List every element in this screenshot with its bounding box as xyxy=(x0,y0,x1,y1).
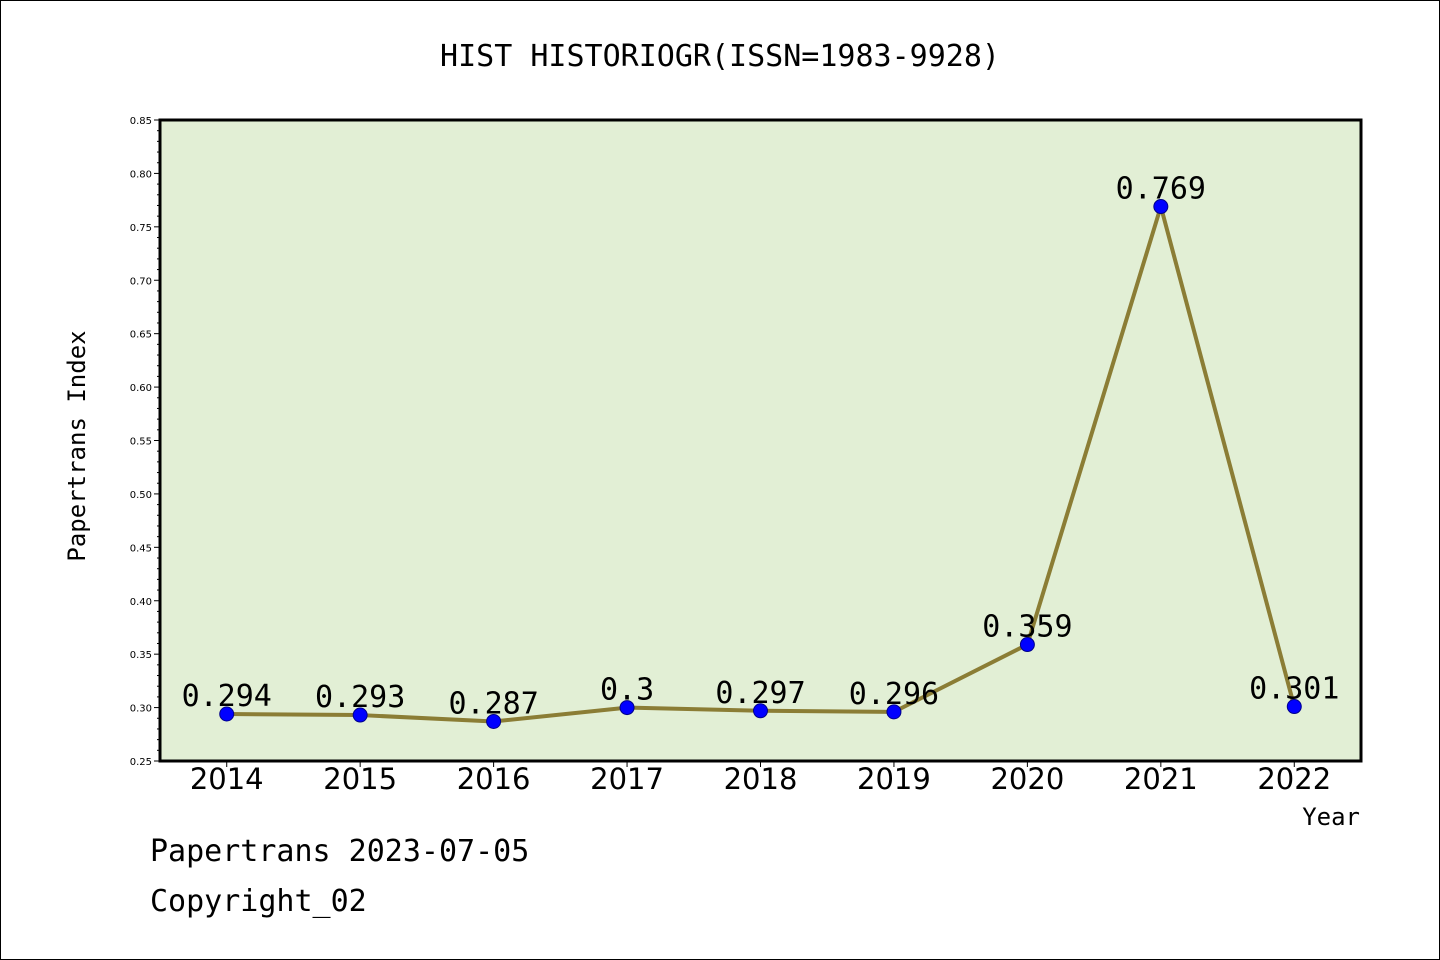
data-label: 0.293 xyxy=(315,680,405,715)
data-point xyxy=(486,713,502,729)
y-tick-label: 0.60 xyxy=(130,383,152,394)
x-tick-label: 2016 xyxy=(457,762,531,796)
data-label: 0.769 xyxy=(1116,172,1206,207)
data-label: 0.301 xyxy=(1249,672,1339,707)
x-tick-label: 2020 xyxy=(990,762,1064,796)
y-tick-label: 0.25 xyxy=(130,757,152,768)
y-tick-label: 0.80 xyxy=(130,169,152,180)
x-tick-label: 2017 xyxy=(590,762,664,796)
y-tick-label: 0.55 xyxy=(130,437,152,448)
y-tick-label: 0.50 xyxy=(130,490,152,501)
y-tick-label: 0.75 xyxy=(130,223,152,234)
data-label: 0.297 xyxy=(715,676,805,711)
data-label: 0.294 xyxy=(182,679,272,714)
data-point xyxy=(219,706,235,722)
data-point xyxy=(619,700,635,716)
y-axis-label: Papertrans Index xyxy=(63,330,91,561)
y-tick-label: 0.40 xyxy=(130,597,152,608)
y-tick-label: 0.35 xyxy=(130,650,152,661)
data-label: 0.287 xyxy=(448,686,538,721)
y-axis: 0.25 0.30 0.35 0.40 0.45 0.50 0.55 0.60 0.65 0.70… xyxy=(130,116,160,768)
data-point xyxy=(1153,199,1169,215)
x-tick-label: 2018 xyxy=(724,762,798,796)
y-tick-label: 0.45 xyxy=(130,543,152,554)
y-tick-label: 0.70 xyxy=(130,276,152,287)
x-axis: 2014 2015 2016 2017 2018 2019 2020 2021 2022 xyxy=(190,761,1331,796)
x-tick-label: 2021 xyxy=(1124,762,1198,796)
plot-area xyxy=(158,118,1363,763)
data-point xyxy=(1019,637,1035,653)
data-point xyxy=(1286,699,1302,715)
series-group: 0.294 0.293 0.287 0.3 0.297 0.296 0.359 0.769 0.… xyxy=(182,172,1339,729)
footer-date: Papertrans 2023-07-05 xyxy=(150,834,530,869)
y-tick-label: 0.30 xyxy=(130,704,152,715)
data-label: 0.3 xyxy=(600,673,654,708)
data-point xyxy=(886,704,902,720)
data-label: 0.359 xyxy=(982,610,1072,645)
data-point xyxy=(352,707,368,723)
x-tick-label: 2015 xyxy=(323,762,397,796)
chart-title: HIST HISTORIOGR(ISSN=1983-9928) xyxy=(440,39,1000,74)
data-point xyxy=(753,703,768,719)
x-tick-label: 2014 xyxy=(190,762,264,796)
y-tick-label: 0.85 xyxy=(130,116,152,127)
x-tick-label: 2019 xyxy=(857,762,931,796)
x-tick-label: 2022 xyxy=(1257,762,1331,796)
footer-copyright: Copyright_02 xyxy=(150,884,367,919)
x-axis-label: Year xyxy=(1302,803,1360,831)
data-label: 0.296 xyxy=(849,677,939,712)
y-tick-label: 0.65 xyxy=(130,330,152,341)
